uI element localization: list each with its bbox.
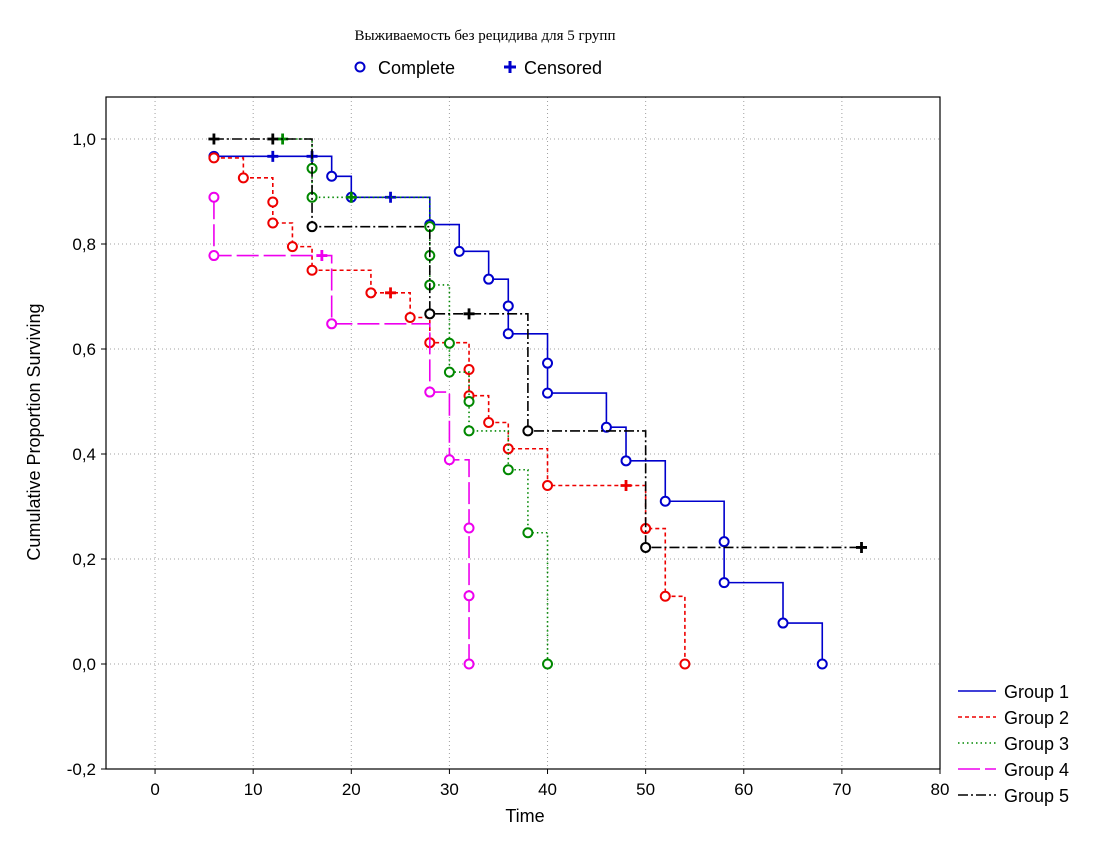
complete-point <box>463 658 475 670</box>
censored-point <box>267 150 279 162</box>
complete-point <box>483 417 495 428</box>
series-group-5 <box>208 133 868 553</box>
complete-point <box>306 264 318 276</box>
complete-marker-icon <box>354 61 366 73</box>
complete-point <box>306 221 318 233</box>
complete-point <box>463 590 475 602</box>
complete-point <box>424 386 436 398</box>
plot-frame <box>105 96 941 770</box>
complete-point <box>718 577 730 589</box>
survival-curve-line <box>213 197 470 664</box>
complete-point <box>502 300 514 312</box>
x-axis-label: Time <box>505 806 544 826</box>
legend-complete-label: Complete <box>378 58 455 78</box>
censored-marker-icon <box>504 61 516 73</box>
x-tick-label: 0 <box>150 780 159 799</box>
censored-point <box>385 287 397 299</box>
x-tick-label: 80 <box>931 780 950 799</box>
complete-point <box>777 617 789 629</box>
complete-point <box>208 191 220 203</box>
censored-point <box>267 133 279 145</box>
series-group-2 <box>208 152 691 670</box>
y-tick-label: 0,2 <box>72 550 96 569</box>
complete-point <box>659 590 671 602</box>
series-legend: Group 1 Group 2 Group 3 Group 4 Group 5 <box>958 682 1069 806</box>
y-tick-label: 0,6 <box>72 340 96 359</box>
complete-point <box>502 443 514 455</box>
complete-point <box>208 250 220 262</box>
complete-point <box>267 196 279 208</box>
y-tick-label: 0,8 <box>72 235 96 254</box>
y-tick-label: -0,2 <box>67 760 96 779</box>
complete-point <box>718 536 730 548</box>
complete-point <box>542 658 554 670</box>
x-tick-label: 10 <box>244 780 263 799</box>
y-tick-label: 1,0 <box>72 130 96 149</box>
complete-point <box>522 527 534 539</box>
censored-point <box>620 480 632 491</box>
complete-point <box>237 172 249 184</box>
censored-point <box>856 541 868 553</box>
censored-point <box>208 133 220 145</box>
complete-point <box>502 464 514 476</box>
complete-point <box>463 363 475 375</box>
series-layer <box>208 133 868 670</box>
legend-label-4: Group 4 <box>1004 760 1069 780</box>
complete-point <box>816 658 828 670</box>
complete-point <box>365 287 377 299</box>
censored-point <box>316 250 328 262</box>
series-group-4 <box>208 191 475 670</box>
legend-label-1: Group 1 <box>1004 682 1069 702</box>
complete-point <box>286 241 298 253</box>
complete-point <box>443 454 455 466</box>
complete-point <box>463 396 475 407</box>
legend-label-2: Group 2 <box>1004 708 1069 728</box>
x-tick-label: 20 <box>342 780 361 799</box>
chart-title: Выживаемость без рецидива для 5 групп <box>355 28 616 44</box>
marker-legend: Complete Censored <box>354 58 602 78</box>
complete-point <box>267 217 279 229</box>
x-tick-label: 40 <box>538 780 557 799</box>
y-axis: -0,2 0,0 0,2 0,4 0,6 0,8 1,0 <box>67 130 106 779</box>
complete-point <box>483 273 495 285</box>
complete-point <box>620 455 632 467</box>
complete-point <box>542 480 554 491</box>
legend-label-3: Group 3 <box>1004 734 1069 754</box>
complete-point <box>424 308 436 320</box>
x-tick-label: 70 <box>832 780 851 799</box>
x-axis: 0 10 20 30 40 50 60 70 80 <box>150 769 949 799</box>
complete-point <box>502 328 514 340</box>
complete-point <box>679 658 691 670</box>
legend-censored-label: Censored <box>524 58 602 78</box>
y-axis-label: Cumulative Proportion Surviving <box>24 303 44 560</box>
complete-point <box>404 312 416 323</box>
complete-point <box>443 337 455 349</box>
complete-point <box>640 541 652 553</box>
x-tick-label: 60 <box>734 780 753 799</box>
complete-point <box>208 152 220 164</box>
x-tick-label: 50 <box>636 780 655 799</box>
complete-point <box>522 425 534 437</box>
survival-curve-line <box>213 138 862 549</box>
complete-point <box>443 366 455 378</box>
complete-point <box>463 522 475 534</box>
censored-point <box>463 308 475 320</box>
complete-point <box>600 421 612 433</box>
censored-point <box>345 191 357 203</box>
complete-point <box>542 387 554 399</box>
complete-point <box>453 245 465 257</box>
legend-label-5: Group 5 <box>1004 786 1069 806</box>
complete-point <box>463 425 475 437</box>
complete-point <box>542 357 554 369</box>
x-tick-label: 30 <box>440 780 459 799</box>
complete-point <box>326 170 338 182</box>
complete-point <box>659 495 671 507</box>
survival-curve-line <box>282 138 549 664</box>
y-tick-label: 0,0 <box>72 655 96 674</box>
y-tick-label: 0,4 <box>72 445 96 464</box>
survival-curve-line <box>213 155 824 664</box>
complete-point <box>326 318 338 330</box>
